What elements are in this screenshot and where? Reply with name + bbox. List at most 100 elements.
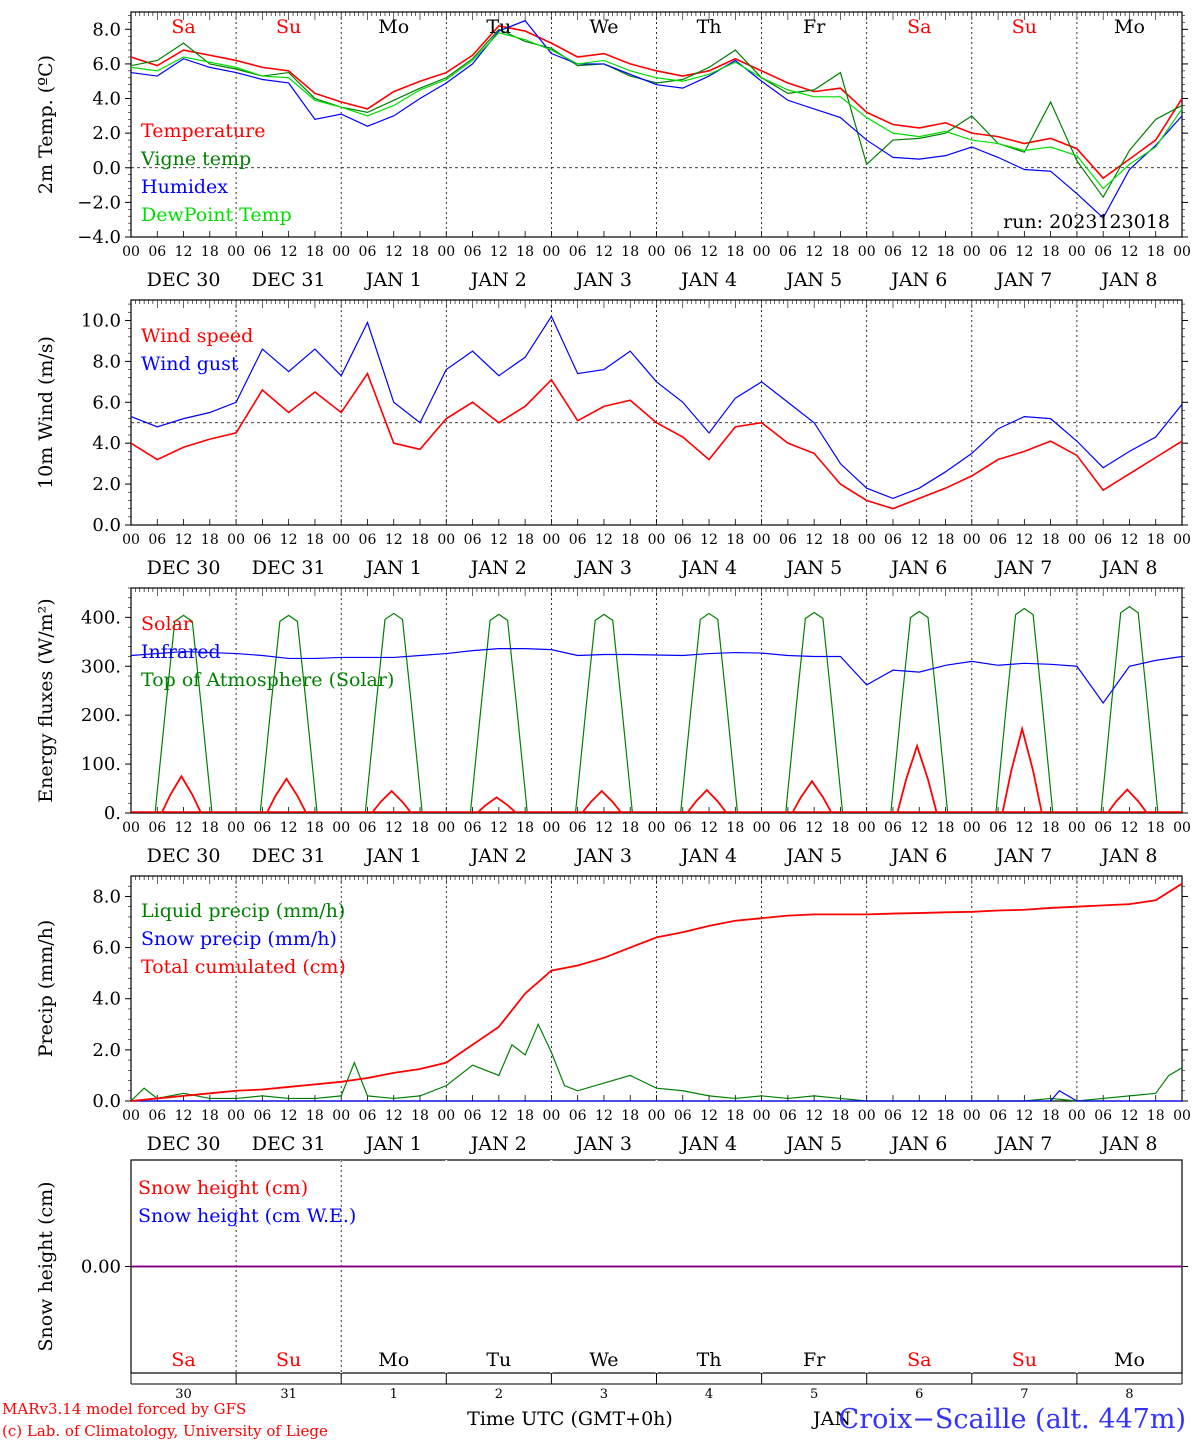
hour-tick-label: 00 [437, 244, 455, 260]
hour-tick-label: 12 [490, 244, 508, 260]
day-number: 8 [1125, 1387, 1133, 1402]
day-name-top: Mo [1114, 16, 1145, 38]
hour-tick-label: 00 [963, 532, 981, 548]
hour-tick-label: 12 [280, 1108, 298, 1124]
hour-tick-label: 00 [437, 532, 455, 548]
legend-entry: DewPoint Temp [141, 204, 292, 226]
hour-tick-label: 00 [437, 1108, 455, 1124]
day-number: 7 [1020, 1387, 1028, 1402]
hour-tick-label: 00 [1068, 244, 1086, 260]
hour-tick-label: 18 [621, 244, 639, 260]
hour-tick-label: 00 [963, 1108, 981, 1124]
hour-tick-label: 00 [753, 1108, 771, 1124]
y-tick-label: 6.0 [92, 392, 121, 413]
credit-lab: (c) Lab. of Climatology, University of L… [2, 1422, 328, 1440]
solar-curve [686, 788, 728, 814]
hour-tick-label: 06 [1094, 532, 1112, 548]
hour-tick-label: 18 [201, 820, 219, 836]
hour-tick-label: 00 [1068, 820, 1086, 836]
hour-tick-label: 06 [989, 1108, 1007, 1124]
panel-4 [125, 1159, 1188, 1374]
solar-curve [581, 789, 623, 814]
date-label: JAN 2 [469, 845, 527, 867]
solar-curve [1106, 788, 1148, 814]
day-name-top: Sa [171, 16, 195, 38]
hour-tick-label: 06 [884, 1108, 902, 1124]
hour-tick-label: 18 [621, 1108, 639, 1124]
hour-tick-label: 00 [542, 820, 560, 836]
hour-tick-label: 12 [175, 532, 193, 548]
toa-solar-curve [785, 611, 844, 814]
date-label: JAN 8 [1099, 269, 1157, 291]
hour-tick-label: 18 [306, 244, 324, 260]
hour-tick-label: 12 [385, 244, 403, 260]
y-axis-label: Precip (mm/h) [35, 920, 57, 1058]
day-name-bottom: Fr [803, 1349, 826, 1371]
hour-tick-label: 00 [542, 244, 560, 260]
y-tick-label: 300. [81, 656, 121, 677]
y-tick-label: 200. [81, 705, 121, 726]
hour-tick-label: 06 [569, 1108, 587, 1124]
day-name-bottom: Su [276, 1349, 301, 1371]
day-name-bottom: We [589, 1349, 618, 1371]
y-tick-label: 0.0 [92, 1091, 121, 1112]
hour-tick-label: 06 [989, 532, 1007, 548]
day-name-bottom: Tu [486, 1349, 511, 1371]
hour-tick-label: 06 [359, 244, 377, 260]
legend-entry: Solar [141, 613, 193, 635]
hour-tick-label: 00 [753, 244, 771, 260]
date-label: DEC 31 [252, 1133, 326, 1155]
run-label: run: 2023123018 [1003, 211, 1170, 233]
hour-tick-label: 00 [963, 244, 981, 260]
hour-tick-label: 18 [726, 244, 744, 260]
hour-tick-label: 18 [306, 532, 324, 548]
legend-entry: Temperature [141, 120, 265, 142]
date-label: JAN 6 [889, 845, 947, 867]
hour-tick-label: 00 [858, 244, 876, 260]
hour-tick-label: 12 [1121, 820, 1139, 836]
y-axis-label: 2m Temp. (ºC) [35, 55, 57, 194]
day-name-top: Su [1012, 16, 1037, 38]
day-number: 6 [915, 1387, 923, 1402]
hour-tick-label: 18 [832, 532, 850, 548]
day-name-bottom: Th [697, 1349, 722, 1371]
hour-tick-label: 12 [385, 1108, 403, 1124]
toa-solar-curve [259, 614, 318, 814]
y-tick-label: 8.0 [92, 19, 121, 40]
y-tick-label: 6.0 [92, 54, 121, 75]
date-label: JAN 6 [889, 1133, 947, 1155]
hour-tick-label: 18 [411, 532, 429, 548]
hour-tick-label: 06 [148, 244, 166, 260]
hour-tick-label: 12 [595, 820, 613, 836]
panel-2 [125, 587, 1188, 814]
hour-tick-label: 06 [253, 532, 271, 548]
hour-tick-label: 00 [227, 532, 245, 548]
hour-tick-label: 06 [253, 244, 271, 260]
hour-tick-label: 00 [753, 820, 771, 836]
hour-tick-label: 12 [1015, 820, 1033, 836]
day-number: 1 [390, 1387, 398, 1402]
hour-tick-label: 06 [779, 244, 797, 260]
hour-tick-label: 12 [1121, 1108, 1139, 1124]
legend-entry: Snow precip (mm/h) [141, 928, 337, 950]
date-label: JAN 7 [994, 845, 1052, 867]
date-label: JAN 4 [679, 557, 737, 579]
hour-tick-label: 12 [910, 820, 928, 836]
solar-curve [791, 779, 833, 814]
series-line-humidex [130, 19, 1183, 219]
solar-curve [160, 774, 202, 814]
legend-entry: Snow height (cm W.E.) [138, 1205, 356, 1227]
solar-curve [371, 789, 412, 814]
date-label: JAN 3 [574, 1133, 632, 1155]
solar-curve [476, 796, 517, 814]
hour-tick-label: 00 [122, 244, 140, 260]
hour-tick-label: 06 [464, 820, 482, 836]
hour-tick-label: 12 [700, 820, 718, 836]
y-tick-label: 4.0 [92, 989, 121, 1010]
hour-tick-label: 18 [621, 532, 639, 548]
hour-tick-label: 12 [490, 532, 508, 548]
date-label: JAN 4 [679, 1133, 737, 1155]
hour-tick-label: 06 [779, 532, 797, 548]
hour-tick-label: 12 [1121, 244, 1139, 260]
hour-tick-label: 18 [937, 532, 955, 548]
